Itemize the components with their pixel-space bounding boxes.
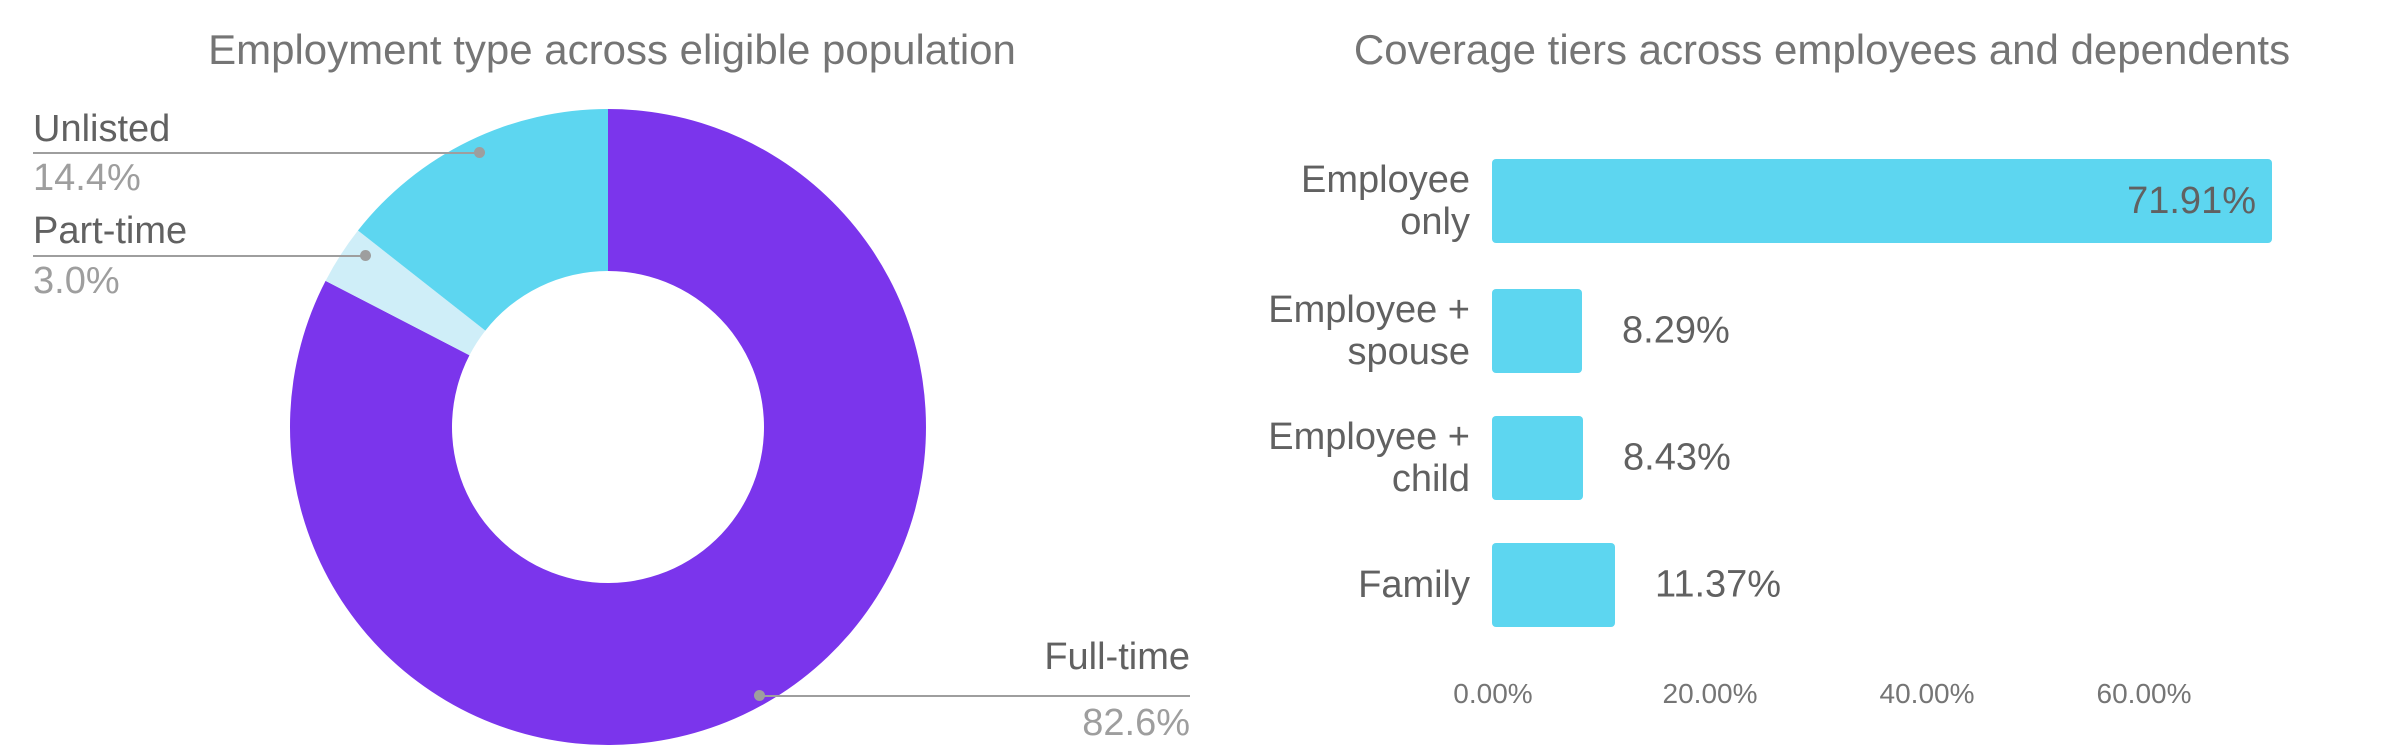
bar-category-label: Family: [1358, 564, 1470, 606]
pie-label-part-time: Part-time: [33, 210, 188, 252]
pie-label-full-time: Full-time: [1044, 636, 1190, 678]
bar-family: [1492, 543, 1615, 627]
x-axis-tick: 40.00%: [1879, 678, 1975, 709]
bar-row-employee-child: Employee + child 8.43%: [0, 416, 2400, 500]
x-axis-tick: 0.00%: [1453, 678, 1533, 709]
bar-value-label: 11.37%: [1655, 563, 1782, 606]
pie-value-unlisted: 14.4%: [33, 157, 141, 199]
pie-label-unlisted: Unlisted: [33, 108, 171, 150]
bar-category-label: Employee + child: [1268, 416, 1470, 500]
bar-row-employee-only: Employee only 71.91%: [0, 159, 2400, 243]
pie-slice-unlisted: [357, 109, 608, 331]
leader-dot-part-time: [360, 250, 371, 261]
leader-dot-unlisted: [474, 147, 485, 158]
bar-chart-title: Coverage tiers across employees and depe…: [1353, 26, 2291, 73]
leader-line-unlisted: [33, 147, 485, 158]
bar-employee-spouse: [1492, 289, 1582, 373]
x-axis-tick: 20.00%: [1662, 678, 1758, 709]
x-axis-tick: 60.00%: [2096, 678, 2192, 709]
bar-category-label: Employee + spouse: [1268, 289, 1470, 373]
pie-slice-part-time: [325, 230, 486, 356]
leader-dot-full-time: [754, 690, 765, 701]
bar-value-label: 71.91%: [2127, 179, 2256, 222]
leader-line-full-time: [754, 690, 1190, 701]
bar-value-label: 8.43%: [1623, 436, 1731, 479]
bar-employee-child: [1492, 416, 1583, 500]
bar-employee-only: 71.91%: [1492, 159, 2272, 243]
bar-category-label: Employee only: [1301, 159, 1470, 243]
leader-line-part-time: [33, 250, 371, 261]
bar-row-family: Family 11.37%: [0, 543, 2400, 627]
donut-chart-title: Employment type across eligible populati…: [208, 26, 1016, 73]
pie-value-full-time: 82.6%: [1082, 702, 1190, 744]
pie-value-part-time: 3.0%: [33, 260, 120, 302]
bar-value-label: 8.29%: [1622, 309, 1730, 352]
pie-slice-full-time: [289, 109, 926, 745]
bar-row-employee-spouse: Employee + spouse 8.29%: [0, 289, 2400, 373]
